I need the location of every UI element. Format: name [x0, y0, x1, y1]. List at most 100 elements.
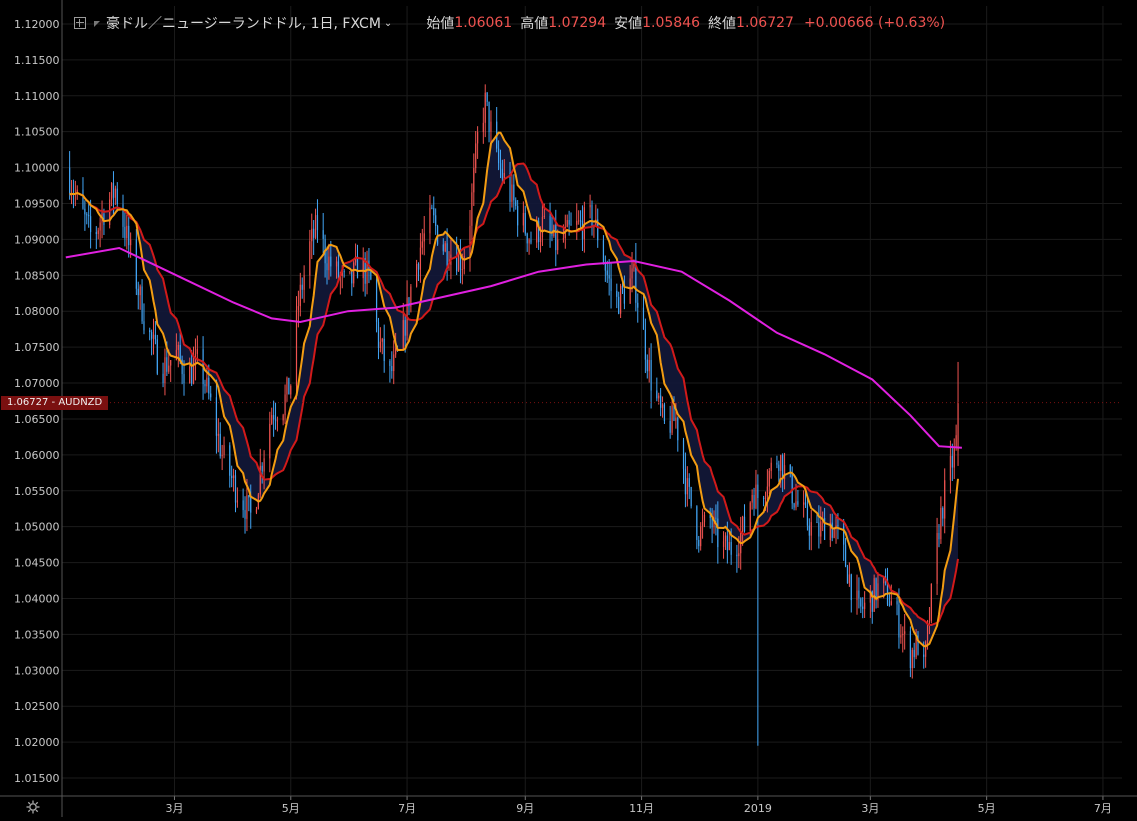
- flag-icon[interactable]: [94, 21, 100, 27]
- candle-body: [770, 462, 772, 471]
- candle-body: [795, 501, 797, 508]
- candle-body: [917, 635, 919, 655]
- candle-body: [833, 529, 835, 538]
- candle-body: [469, 225, 471, 257]
- candle-body: [513, 184, 515, 201]
- candle-body: [703, 514, 706, 523]
- y-tick-label: 1.04500: [14, 557, 60, 570]
- candle-body: [309, 241, 311, 276]
- candle-body: [776, 462, 778, 465]
- candle-body: [475, 143, 477, 169]
- candle-body: [738, 553, 740, 557]
- x-tick-label: 11月: [629, 802, 654, 815]
- candle-body: [499, 163, 502, 169]
- candle-body: [557, 239, 559, 251]
- candle-body: [482, 122, 484, 133]
- candle-body: [183, 374, 185, 384]
- candle-body: [793, 503, 795, 508]
- candle-body: [656, 390, 658, 399]
- candle-body: [351, 271, 353, 284]
- candle-body: [644, 329, 646, 360]
- candle-body: [356, 256, 359, 279]
- y-tick-label: 1.11500: [14, 54, 60, 67]
- candle-body: [869, 591, 871, 603]
- candle-body: [831, 522, 833, 538]
- candle-body: [764, 496, 767, 499]
- candle-body: [429, 207, 431, 234]
- candle-body: [566, 220, 568, 227]
- y-tick-label: 1.10500: [14, 126, 60, 139]
- candle-body: [446, 243, 448, 266]
- candle-body: [69, 167, 71, 195]
- candle-body: [690, 486, 692, 507]
- high-value: 1.07294: [548, 15, 607, 31]
- candle-body: [539, 237, 542, 243]
- candle-body: [263, 458, 265, 472]
- candle-body: [410, 286, 412, 307]
- candle-body: [669, 420, 671, 433]
- candle-body: [417, 263, 420, 270]
- candle-body: [551, 231, 553, 236]
- candle-body: [206, 377, 208, 387]
- candle-body: [530, 239, 532, 243]
- candle-body: [608, 275, 610, 279]
- candle-body: [337, 261, 340, 279]
- candle-body: [151, 332, 153, 339]
- candle-body: [162, 373, 164, 383]
- candle-body: [938, 533, 940, 540]
- candle-body: [259, 465, 261, 495]
- y-tick-label: 1.05500: [14, 485, 60, 498]
- candle-body: [416, 263, 418, 287]
- candle-body: [661, 404, 664, 408]
- candle-body: [766, 486, 768, 497]
- candle-body: [326, 263, 328, 271]
- candle-body: [477, 132, 479, 144]
- settings-gear-icon[interactable]: [26, 800, 40, 814]
- candle-body: [536, 221, 538, 243]
- x-tick-label: 3月: [861, 802, 879, 815]
- candle-body: [316, 215, 319, 231]
- candle-body: [696, 506, 698, 540]
- candle-body: [875, 578, 877, 601]
- candle-body: [311, 228, 313, 242]
- candle-body: [570, 224, 572, 226]
- candle-body: [114, 188, 116, 198]
- candle-body: [217, 433, 219, 436]
- candle-body: [297, 306, 300, 311]
- candle-body: [473, 168, 475, 193]
- candle-body: [189, 366, 191, 384]
- candle-body: [541, 216, 544, 238]
- candle-body: [354, 256, 357, 263]
- candle-body: [642, 307, 645, 330]
- candle-body: [780, 455, 782, 471]
- candle-body: [395, 348, 397, 355]
- candle-body: [909, 631, 911, 669]
- candle-body: [234, 475, 237, 503]
- candle-body: [288, 377, 290, 395]
- candle-body: [926, 622, 929, 642]
- candle-body: [137, 288, 139, 296]
- candle-body: [110, 183, 113, 200]
- symbol-title[interactable]: 豪ドル／ニュージーランドドル, 1日, FXCM: [106, 16, 381, 32]
- expand-icon[interactable]: [74, 17, 86, 29]
- chevron-down-icon[interactable]: ⌄: [383, 17, 393, 29]
- candle-body: [164, 357, 166, 383]
- candle-body: [89, 216, 92, 233]
- candle-body: [846, 566, 849, 584]
- candle-body: [936, 533, 938, 584]
- candle-body: [549, 215, 551, 232]
- candle-body: [896, 601, 898, 605]
- candle-body: [269, 423, 271, 459]
- candle-body: [299, 284, 301, 307]
- y-tick-label: 1.03500: [14, 628, 60, 641]
- change-value: +0.00666 (+0.63%): [803, 15, 946, 31]
- candle-body: [757, 484, 759, 499]
- candle-body: [753, 494, 755, 509]
- candle-body: [673, 405, 675, 421]
- candle-body: [244, 510, 246, 519]
- candle-body: [126, 225, 128, 239]
- candle-body: [701, 522, 704, 527]
- candle-body: [524, 212, 526, 234]
